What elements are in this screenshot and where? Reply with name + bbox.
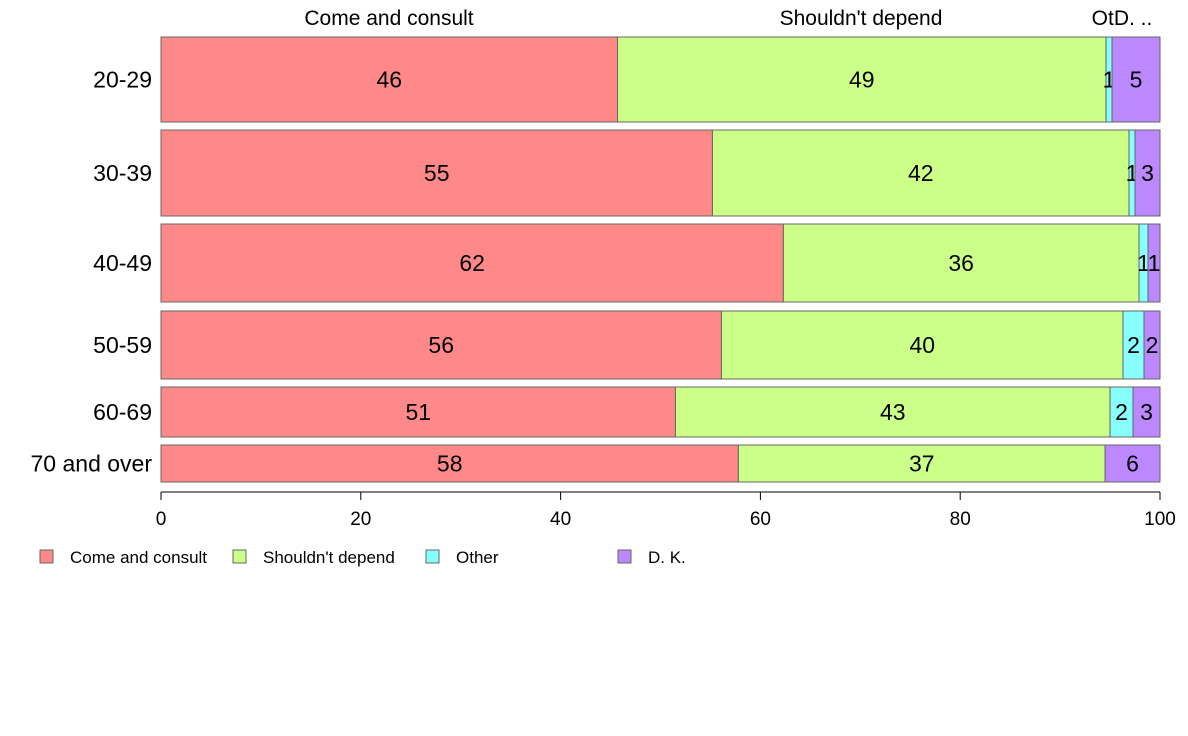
category-label-30-39: 30-39: [93, 160, 152, 186]
data-label-d-k-20-29: 5: [1130, 67, 1143, 93]
bar-row-60-69: 51 43 2 3: [160, 386, 1161, 438]
bar-row-30-39: 55 42 1 3: [160, 129, 1161, 217]
bar-row-50-59: 56 40 2 2: [160, 310, 1161, 380]
data-label-d-k-70-and-over: 6: [1126, 451, 1139, 477]
bar-segment-d-k-40-49: [1147, 223, 1161, 303]
bar-segment-shouldn-t-depend-40-49: [782, 223, 1140, 303]
bar-row-70-and-over: 58 37 6: [160, 444, 1161, 483]
bar-row-20-29: 46 49 1 5: [160, 36, 1161, 123]
category-label-20-29: 20-29: [93, 67, 152, 93]
data-label-shouldn-t-depend-40-49: 36: [948, 250, 974, 276]
bar-segment-shouldn-t-depend-70-and-over: [737, 444, 1106, 483]
legend-label-d-k: D. K.: [648, 548, 686, 567]
x-tick-label-40: 40: [550, 509, 571, 530]
legend-item-shouldn-t-depend: Shouldn't depend: [232, 548, 395, 567]
x-axis: 0 20 40 60 80 100: [156, 491, 1176, 530]
bar-segment-come-and-consult-30-39: [160, 129, 713, 217]
data-label-shouldn-t-depend-50-59: 40: [909, 332, 935, 358]
category-label-50-59: 50-59: [93, 332, 152, 358]
data-label-shouldn-t-depend-70-and-over: 37: [909, 451, 935, 477]
bar-row-40-49: 62 36 11: [160, 223, 1161, 303]
bar-segment-shouldn-t-depend-50-59: [720, 310, 1124, 380]
bar-segment-d-k-30-39: [1134, 129, 1161, 217]
bar-segment-come-and-consult-20-29: [160, 36, 619, 123]
data-label-come-and-consult-20-29: 46: [376, 67, 402, 93]
legend-item-other: Other: [425, 548, 499, 567]
category-label-60-69: 60-69: [93, 399, 152, 425]
column-header-other-dk: OtD. ..: [1092, 7, 1153, 30]
legend-item-come-and-consult: Come and consult: [39, 548, 207, 567]
x-tick-label-0: 0: [156, 509, 167, 530]
data-label-other-50-59: 2: [1127, 332, 1140, 358]
legend-swatch-come-and-consult: [39, 549, 54, 564]
data-label-other-60-69: 2: [1115, 399, 1128, 425]
bar-segment-d-k-50-59: [1143, 310, 1161, 380]
legend-label-other: Other: [456, 548, 499, 567]
column-header-shouldnt-depend: Shouldn't depend: [780, 7, 943, 30]
data-label-d-k-30-39: 3: [1141, 160, 1154, 186]
legend: Come and consult Shouldn't depend Other D. …: [39, 548, 686, 567]
category-labels: 20-29 30-39 40-49 50-59 60-69 70 and over: [31, 67, 153, 477]
category-label-70-and-over: 70 and over: [31, 451, 153, 477]
bar-segment-shouldn-t-depend-60-69: [674, 386, 1111, 438]
category-label-40-49: 40-49: [93, 250, 152, 276]
x-tick-label-100: 100: [1144, 509, 1176, 530]
bar-segment-come-and-consult-40-49: [160, 223, 784, 303]
data-label-other-40-49: 1: [1137, 250, 1150, 276]
data-label-shouldn-t-depend-60-69: 43: [880, 399, 906, 425]
bar-segment-d-k-70-and-over: [1104, 444, 1161, 483]
x-tick-label-20: 20: [350, 509, 371, 530]
legend-label-shouldn-t-depend: Shouldn't depend: [263, 548, 395, 567]
legend-item-d-k: D. K.: [617, 548, 686, 567]
x-tick-label-80: 80: [950, 509, 971, 530]
data-label-come-and-consult-70-and-over: 58: [437, 451, 463, 477]
legend-label-come-and-consult: Come and consult: [70, 548, 207, 567]
data-label-d-k-60-69: 3: [1140, 399, 1153, 425]
x-tick-label-60: 60: [750, 509, 771, 530]
data-label-shouldn-t-depend-30-39: 42: [908, 160, 934, 186]
legend-swatch-other: [425, 549, 440, 564]
column-headers: Come and consult Shouldn't depend OtD. .…: [304, 7, 1152, 30]
legend-swatch-d-k: [617, 549, 632, 564]
bar-segment-come-and-consult-50-59: [160, 310, 722, 380]
column-header-come-and-consult: Come and consult: [304, 7, 473, 30]
bar-segment-shouldn-t-depend-30-39: [711, 129, 1130, 217]
data-label-d-k-40-49: 1: [1148, 250, 1161, 276]
data-label-come-and-consult-30-39: 55: [424, 160, 450, 186]
legend-swatch-shouldn-t-depend: [232, 549, 247, 564]
bar-segment-come-and-consult-70-and-over: [160, 444, 739, 483]
bar-segment-shouldn-t-depend-20-29: [617, 36, 1107, 123]
data-label-shouldn-t-depend-20-29: 49: [849, 67, 875, 93]
data-label-come-and-consult-60-69: 51: [405, 399, 431, 425]
bar-segment-come-and-consult-60-69: [160, 386, 676, 438]
data-label-come-and-consult-50-59: 56: [428, 332, 454, 358]
bar-segment-d-k-60-69: [1132, 386, 1161, 438]
data-label-come-and-consult-40-49: 62: [459, 250, 485, 276]
data-label-d-k-50-59: 2: [1146, 332, 1159, 358]
bar-segment-d-k-20-29: [1111, 36, 1161, 123]
